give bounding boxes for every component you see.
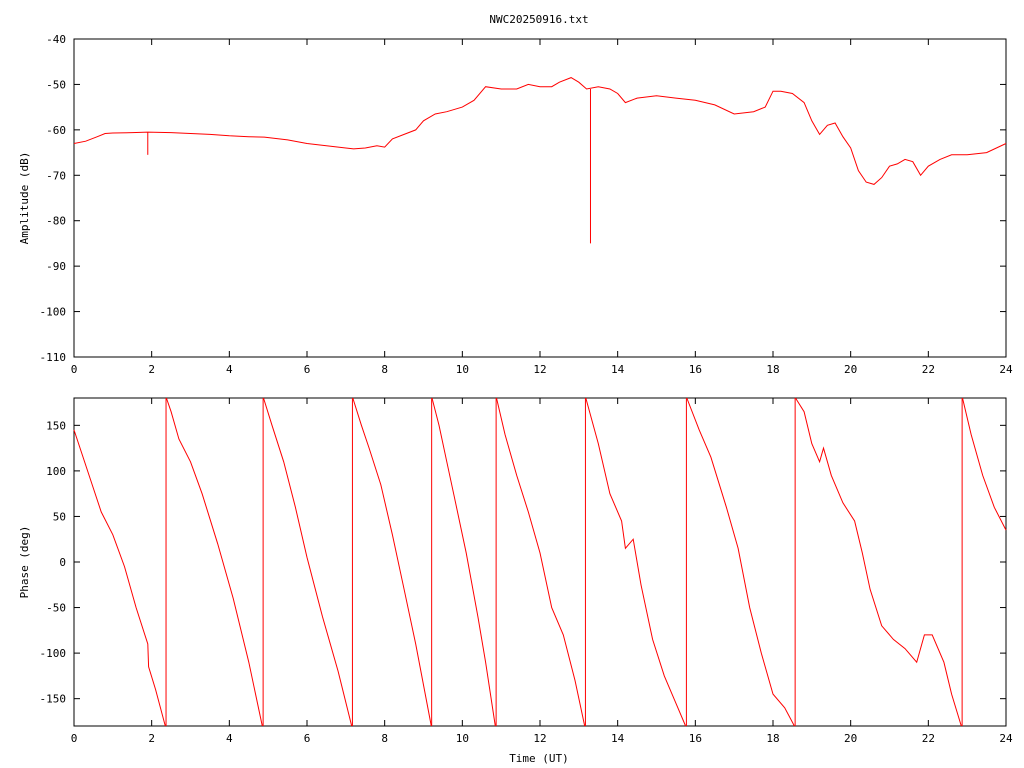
amplitude-x-tick-label: 4 — [226, 363, 233, 376]
phase-y-tick-label: -50 — [46, 602, 66, 615]
phase-x-tick-label: 0 — [71, 732, 78, 745]
phase-y-tick-label: -150 — [40, 693, 67, 706]
phase-trace-segment — [795, 397, 962, 727]
phase-trace-segment — [962, 397, 1007, 531]
phase-x-axis-title: Time (UT) — [509, 752, 569, 765]
phase-plot-frame — [73, 397, 1007, 727]
amplitude-y-tick-label: -80 — [46, 215, 66, 228]
phase-x-tick-label: 2 — [148, 732, 155, 745]
amplitude-trace — [73, 77, 1007, 185]
phase-x-tick-label: 6 — [304, 732, 311, 745]
phase-x-tick-label: 10 — [456, 732, 469, 745]
amplitude-y-tick-label: -90 — [46, 260, 66, 273]
amplitude-y-tick-label: -110 — [40, 351, 67, 364]
amplitude-x-tick-label: 8 — [381, 363, 388, 376]
amplitude-x-tick-label: 10 — [456, 363, 469, 376]
phase-trace-segment — [263, 397, 353, 727]
phase-panel: Phase (deg) Time (UT) 0 2 4 6 8 10 12 14 16 18 20 2… — [18, 397, 1013, 765]
phase-trace-segment — [686, 397, 795, 727]
phase-y-tick-label: -100 — [40, 647, 67, 660]
phase-x-tick-label: 18 — [766, 732, 779, 745]
phase-x-tick-label: 12 — [533, 732, 546, 745]
amplitude-x-tick-label: 24 — [999, 363, 1013, 376]
amplitude-x-tick-label: 22 — [922, 363, 935, 376]
phase-y-tick-label: 50 — [53, 510, 66, 523]
phase-y-axis-title: Phase (deg) — [18, 526, 31, 599]
amplitude-y-tick-label: -100 — [40, 306, 67, 319]
amplitude-x-tick-label: 16 — [689, 363, 702, 376]
phase-trace-segment — [73, 429, 166, 727]
amplitude-y-axis-title: Amplitude (dB) — [18, 152, 31, 245]
amplitude-x-tick-label: 0 — [71, 363, 78, 376]
amplitude-x-tick-label: 20 — [844, 363, 857, 376]
amplitude-y-tick-label: -70 — [46, 169, 66, 182]
amplitude-x-tick-label: 6 — [304, 363, 311, 376]
amplitude-x-tick-label: 12 — [533, 363, 546, 376]
phase-trace-segment — [352, 397, 432, 727]
amplitude-x-tick-label: 2 — [148, 363, 155, 376]
phase-x-tick-label: 8 — [381, 732, 388, 745]
amplitude-y-tick-label: -60 — [46, 124, 66, 137]
amplitude-y-tick-label: -40 — [46, 33, 66, 46]
phase-y-tick-label: 150 — [46, 419, 66, 432]
phase-x-tick-label: 4 — [226, 732, 233, 745]
amplitude-x-tick-label: 18 — [766, 363, 779, 376]
phase-x-tick-label: 20 — [844, 732, 857, 745]
phase-trace-segment — [585, 397, 687, 727]
phase-x-tick-label: 24 — [999, 732, 1013, 745]
phase-y-tick-label: 100 — [46, 465, 66, 478]
phase-trace-segment — [431, 397, 496, 727]
amplitude-y-tick-label: -50 — [46, 78, 66, 91]
amplitude-x-tick-label: 14 — [611, 363, 625, 376]
phase-x-tick-label: 14 — [611, 732, 625, 745]
phase-trace-segment — [496, 397, 586, 727]
amplitude-panel: Amplitude (dB) 0 2 4 6 8 10 12 14 16 18 20 22 24-40-… — [18, 33, 1013, 376]
chart-title: NWC20250916.txt — [489, 13, 588, 26]
phase-y-tick-label: 0 — [59, 556, 66, 569]
phase-x-tick-label: 22 — [922, 732, 935, 745]
phase-trace-segment — [165, 397, 263, 727]
phase-x-tick-label: 16 — [689, 732, 702, 745]
